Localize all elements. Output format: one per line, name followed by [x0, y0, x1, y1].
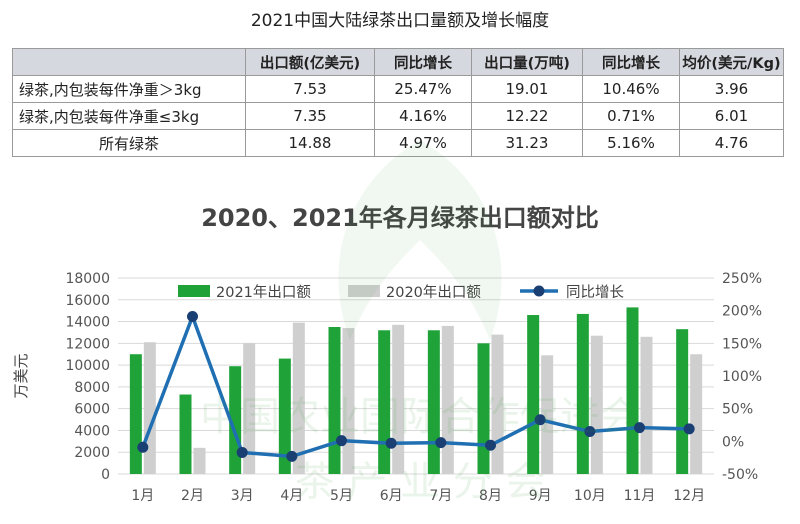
y-tick-label: 18000 — [65, 271, 110, 287]
y-tick-label: 12000 — [65, 336, 110, 352]
table-cell: 25.47% — [374, 75, 472, 103]
bar-2021 — [278, 358, 291, 474]
bar-2020 — [193, 447, 206, 474]
table-header-cell: 出口量(万吨) — [471, 48, 583, 76]
y2-tick-label: 100% — [722, 369, 762, 385]
bar-2021 — [477, 343, 490, 474]
export-summary-table: 出口额(亿美元) 同比增长 出口量(万吨) 同比增长 均价(美元/Kg) 绿茶,… — [12, 48, 784, 157]
bar-2021 — [576, 313, 589, 474]
bar-2021 — [676, 329, 689, 474]
bar-2020 — [292, 322, 305, 474]
bar-2020 — [590, 335, 603, 474]
bar-2021 — [527, 315, 540, 474]
table-cell: 5.16% — [582, 129, 680, 157]
growth-point — [187, 311, 198, 323]
x-tick-label: 2月 — [181, 488, 204, 504]
growth-point — [385, 437, 397, 449]
growth-line — [141, 311, 690, 459]
y2-tick-label: 200% — [722, 304, 762, 320]
y2-tick-label: 50% — [722, 402, 753, 418]
row-label: 所有绿茶 — [12, 129, 246, 157]
table-row: 所有绿茶 14.88 4.97% 31.23 5.16% 4.76 — [12, 129, 784, 157]
table-cell: 0.71% — [582, 102, 680, 130]
y-tick-label: 2000 — [74, 445, 110, 461]
x-tick-label: 6月 — [380, 488, 403, 504]
row-label: 绿茶,内包装每件净重＞3kg — [12, 75, 246, 103]
legend-swatch-2021 — [178, 285, 210, 297]
y-tick-label: 10000 — [65, 358, 110, 374]
chart-title: 2020、2021年各月绿茶出口额对比 — [201, 204, 599, 232]
table-header-row: 出口额(亿美元) 同比增长 出口量(万吨) 同比增长 均价(美元/Kg) — [12, 48, 784, 76]
y2-tick-label: -50% — [722, 467, 758, 483]
legend-line-marker — [533, 285, 545, 297]
bar-2020 — [243, 343, 256, 474]
table-cell: 10.46% — [582, 75, 680, 103]
legend-label-2020: 2020年出口额 — [386, 284, 481, 301]
y-tick-label: 6000 — [74, 402, 110, 418]
table-cell: 3.96 — [679, 75, 784, 103]
bar-2020 — [541, 355, 554, 474]
x-tick-label: 10月 — [574, 488, 606, 504]
x-tick-label: 4月 — [280, 488, 303, 504]
y-tick-label: 14000 — [65, 315, 110, 331]
legend-label-growth: 同比增长 — [566, 284, 624, 301]
growth-point — [584, 426, 596, 438]
y2-tick-label: 150% — [722, 336, 762, 352]
bar-2021 — [229, 366, 242, 474]
table-cell: 4.76 — [679, 129, 784, 157]
y-tick-label: 0 — [101, 467, 110, 483]
x-tick-label: 8月 — [479, 488, 502, 504]
growth-point — [534, 414, 546, 426]
bar-2021 — [427, 330, 440, 474]
table-title: 2021中国大陆绿茶出口量额及增长幅度 — [250, 11, 550, 31]
y2-tick-label: 0% — [722, 434, 744, 450]
x-tick-label: 11月 — [624, 488, 656, 504]
bar-2021 — [626, 307, 639, 474]
x-tick-label: 9月 — [529, 488, 552, 504]
x-tick-label: 3月 — [231, 488, 254, 504]
growth-point — [336, 435, 347, 447]
y-tick-label: 4000 — [74, 423, 110, 439]
bar-2021 — [378, 330, 391, 474]
growth-point — [435, 437, 447, 449]
bar-2020 — [441, 325, 454, 474]
x-tick-label: 1月 — [131, 488, 154, 504]
y2-tick-label: 250% — [722, 271, 762, 287]
table-cell: 6.01 — [679, 102, 784, 130]
bar-2020 — [342, 328, 355, 474]
y-tick-label: 16000 — [65, 293, 110, 309]
bar-2020 — [690, 354, 703, 474]
y-tick-label: 8000 — [74, 380, 110, 396]
growth-point — [683, 423, 695, 435]
growth-point — [137, 441, 149, 453]
bar-2020 — [491, 334, 504, 474]
bar-2021 — [328, 327, 341, 474]
row-label: 绿茶,内包装每件净重≤3kg — [12, 102, 246, 130]
table-header-cell: 同比增长 — [582, 48, 680, 76]
table-row: 绿茶,内包装每件净重＞3kg 7.53 25.47% 19.01 10.46% … — [12, 75, 784, 103]
bar-2020 — [143, 342, 156, 474]
growth-point — [634, 422, 645, 434]
growth-point — [236, 446, 248, 458]
legend-label-2021: 2021年出口额 — [216, 284, 311, 301]
table-cell: 19.01 — [471, 75, 583, 103]
table-cell: 31.23 — [471, 129, 583, 157]
table-cell: 7.35 — [245, 102, 375, 130]
growth-point — [286, 450, 298, 462]
bar-2021 — [129, 354, 142, 474]
y-axis-label: 万美元 — [12, 353, 30, 398]
x-tick-label: 5月 — [330, 488, 353, 504]
legend-swatch-2020 — [348, 285, 380, 297]
bar-2021 — [179, 394, 192, 474]
growth-point — [485, 439, 496, 451]
x-tick-label: 7月 — [429, 488, 452, 504]
bar-2020 — [640, 336, 653, 474]
table-cell: 7.53 — [245, 75, 375, 103]
bar-2020 — [392, 324, 405, 474]
x-tick-label: 12月 — [673, 488, 705, 504]
table-header-cell: 均价(美元/Kg) — [679, 48, 784, 76]
table-row: 绿茶,内包装每件净重≤3kg 7.35 4.16% 12.22 0.71% 6.… — [12, 102, 784, 130]
